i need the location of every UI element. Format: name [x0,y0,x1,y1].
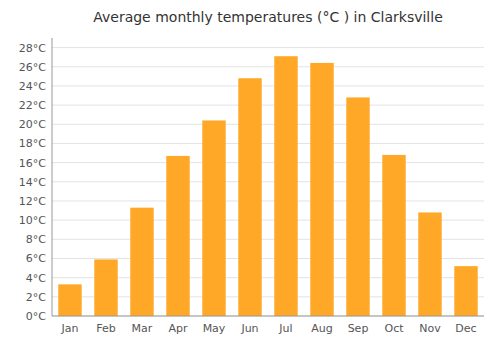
grid [52,48,484,316]
x-tick-label: May [203,322,226,335]
y-tick-label: 10°C [19,214,46,227]
bar [166,156,189,316]
y-tick-label: 28°C [19,42,46,55]
x-tick-label: Dec [455,322,476,335]
bar [310,63,333,316]
grid-line [52,316,484,317]
grid-line [52,181,484,182]
x-tick-label: Mar [132,322,153,335]
y-tick-label: 0°C [26,310,46,323]
x-tick-label: Aug [311,322,332,335]
bar [274,56,297,316]
x-tick-label: Sep [348,322,369,335]
bar [58,284,81,316]
y-tick-label: 22°C [19,99,46,112]
y-tick-label: 8°C [26,233,46,246]
bar [418,212,441,316]
grid-line [52,85,484,86]
x-tick-label: Feb [96,322,115,335]
x-tick-label: Oct [384,322,404,335]
x-tick-label: Jul [278,322,292,335]
bar [346,97,369,316]
y-tick-label: 6°C [26,252,46,265]
grid-line [52,47,484,48]
x-tick-label: Apr [168,322,188,335]
y-tick-label: 2°C [26,291,46,304]
x-axis-line [52,316,484,317]
title: Average monthly temperatures (°C ) in Cl… [93,9,443,25]
bars [58,56,477,316]
y-tick-label: 20°C [19,118,46,131]
bar [94,259,117,316]
grid-line [52,162,484,163]
grid-line [52,143,484,144]
x-tick-label: Jan [61,322,79,335]
y-tick-label: 14°C [19,176,46,189]
bar [382,155,405,316]
bar [238,78,261,316]
y-tick-label: 4°C [26,272,46,285]
chart-container: Average monthly temperatures (°C ) in Cl… [0,0,500,350]
x-tick-label: Jun [240,322,258,335]
y-tick-label: 24°C [19,80,46,93]
bar [202,120,225,316]
grid-line [52,124,484,125]
bar [454,266,477,316]
grid-line [52,200,484,201]
chart: Average monthly temperatures (°C ) in Cl… [0,0,500,350]
grid-line [52,66,484,67]
y-tick-label: 12°C [19,195,46,208]
x-tick-label: Nov [419,322,441,335]
y-tick-label: 16°C [19,157,46,170]
y-axis-line [52,38,53,316]
y-tick-label: 18°C [19,137,46,150]
bar [130,208,153,316]
y-tick-label: 26°C [19,61,46,74]
grid-line [52,105,484,106]
